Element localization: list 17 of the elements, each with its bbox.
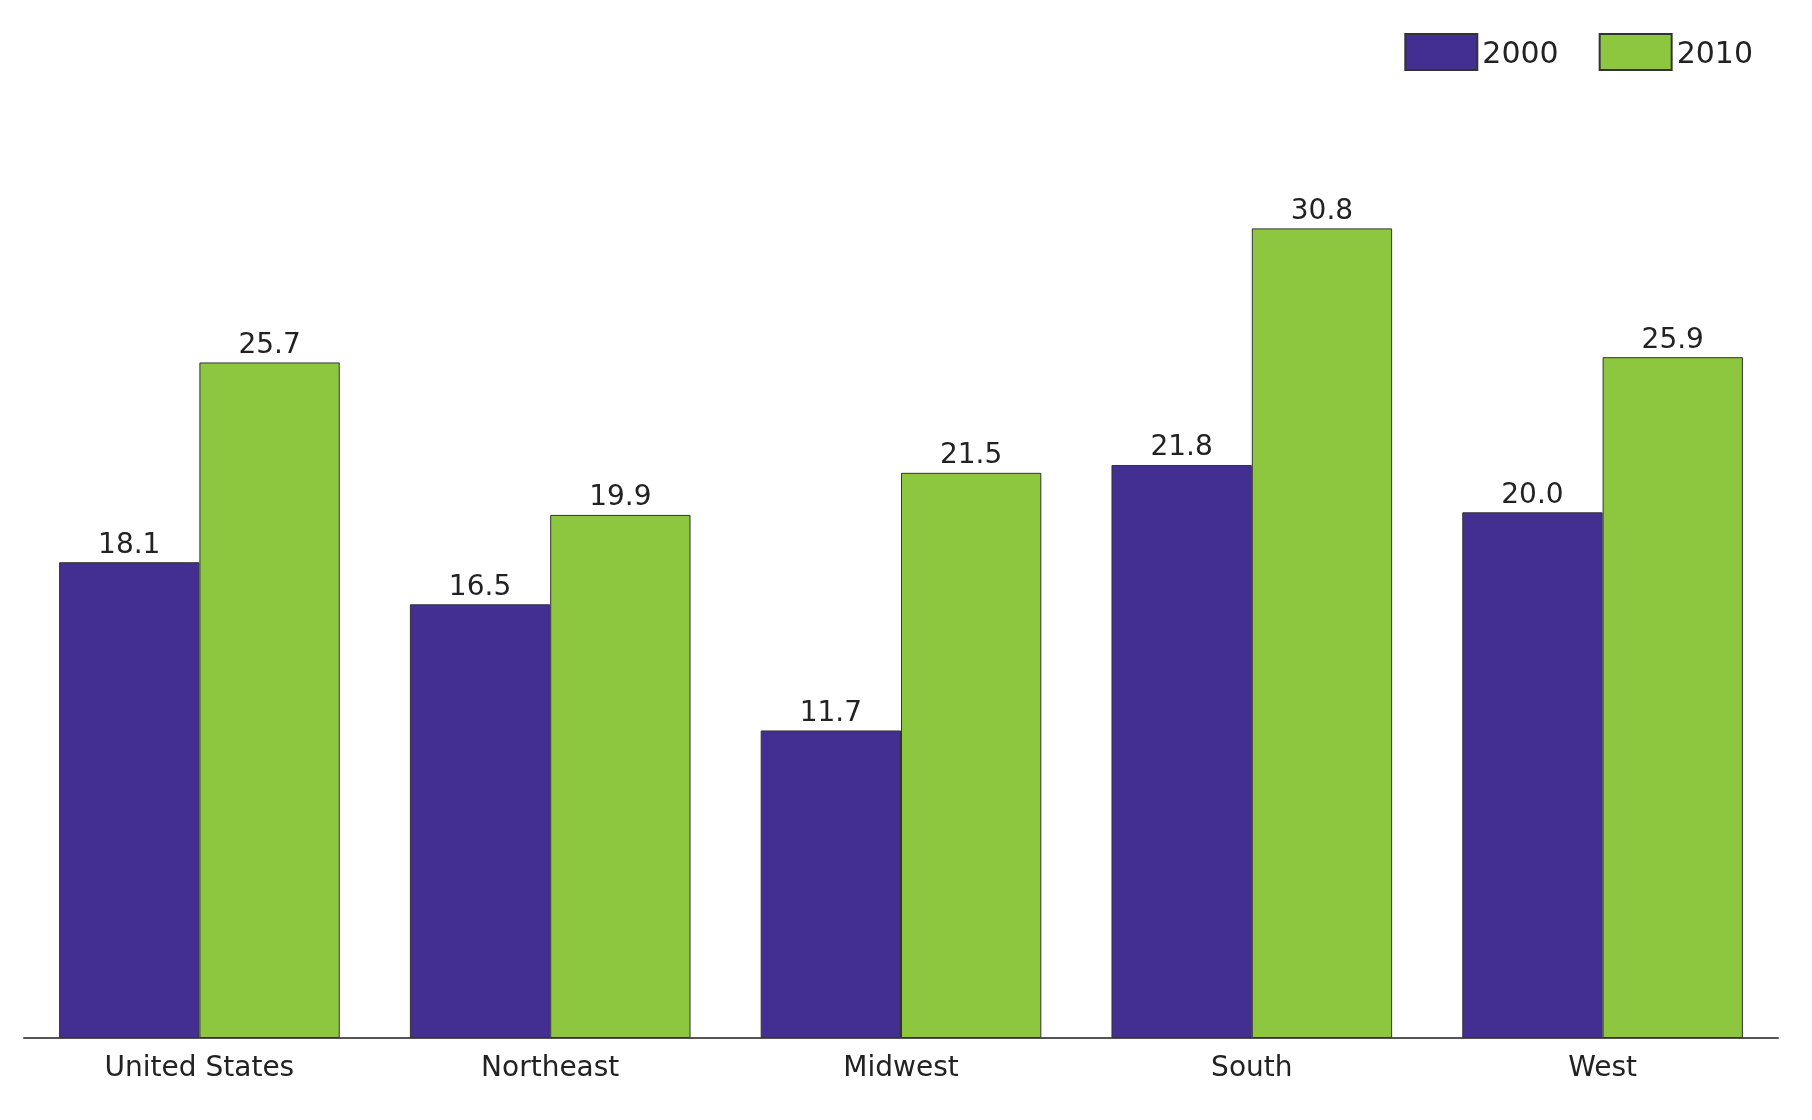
- data-label: 18.1: [98, 526, 161, 560]
- legend-label: 2010: [1676, 34, 1754, 70]
- data-label: 30.8: [1290, 192, 1354, 226]
- x-tick-label: United States: [104, 1049, 295, 1083]
- legend-label: 2000: [1482, 34, 1559, 70]
- data-label: 19.9: [589, 479, 652, 513]
- data-label: 11.7: [799, 694, 863, 728]
- x-tick-label: Midwest: [843, 1049, 959, 1083]
- data-label: 21.8: [1150, 429, 1213, 463]
- data-label: 25.7: [238, 326, 301, 360]
- data-label: 25.9: [1641, 321, 1704, 355]
- data-label: 16.5: [448, 568, 512, 602]
- x-tick-label: South: [1211, 1049, 1293, 1083]
- x-tick-label: Northeast: [481, 1049, 620, 1083]
- x-tick-label: West: [1568, 1049, 1638, 1083]
- data-label: 20.0: [1501, 476, 1564, 510]
- data-label: 21.5: [939, 437, 1003, 471]
